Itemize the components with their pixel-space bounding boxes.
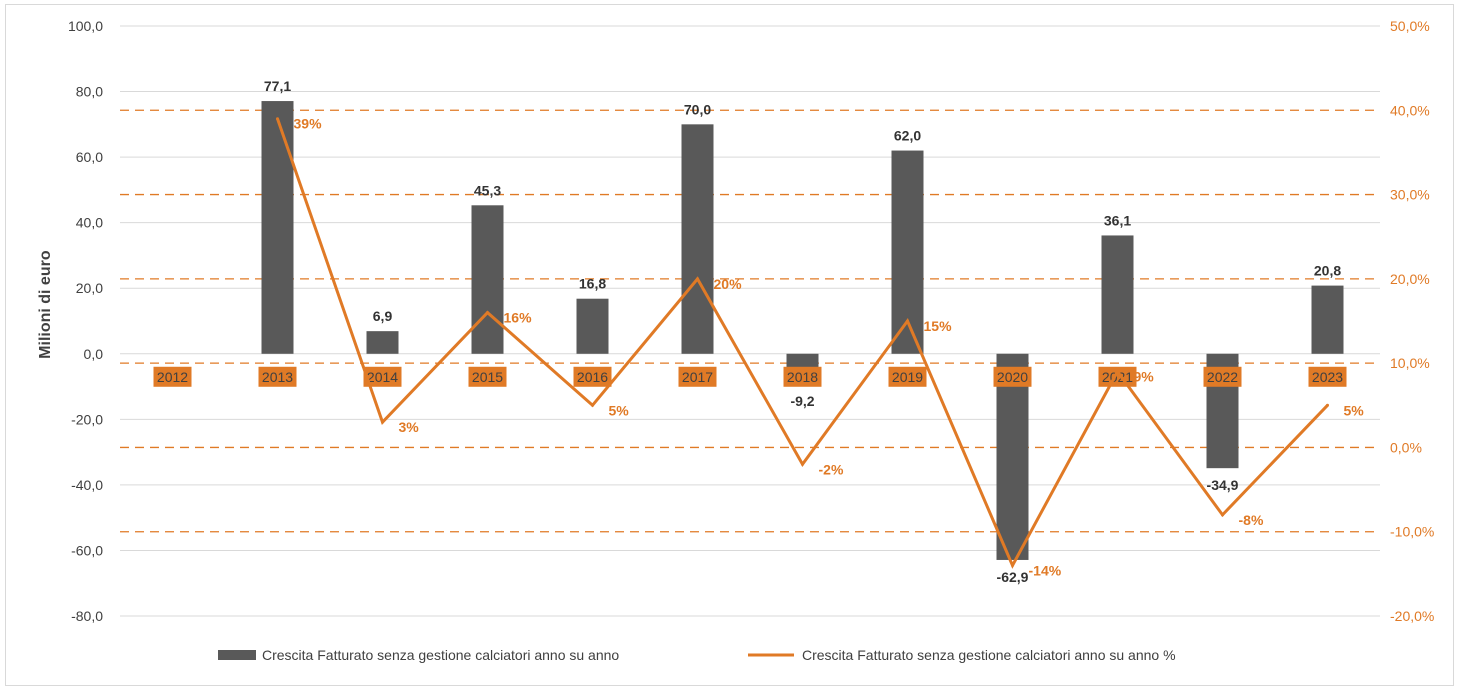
line-data-label: 5% <box>1344 402 1365 418</box>
y-tick-label: 20,0 <box>76 280 103 296</box>
line-point-2021 <box>1116 370 1119 374</box>
y-tick-label: -20,0 <box>71 411 103 427</box>
line-data-label: 3% <box>399 419 420 435</box>
y-tick-label: -60,0 <box>71 542 103 558</box>
y2-tick-label: 0,0% <box>1390 439 1422 455</box>
bar-data-label: 20,8 <box>1314 263 1341 279</box>
line-data-label: 15% <box>924 318 953 334</box>
y-tick-label: -40,0 <box>71 477 103 493</box>
bar-data-label: 16,8 <box>579 276 606 292</box>
bar-data-label: -9,2 <box>790 393 814 409</box>
line-point-2015 <box>486 311 489 315</box>
category-label-box <box>993 366 1032 387</box>
x-tick-label: 2012 <box>157 369 188 385</box>
y2-tick-label: 50,0% <box>1390 18 1430 34</box>
bar-2013 <box>261 101 294 354</box>
chart-frame <box>5 4 1454 686</box>
line-data-label: 16% <box>504 310 533 326</box>
line-data-label: 39% <box>294 116 323 132</box>
x-tick-label: 2014 <box>367 369 398 385</box>
line-point-2019 <box>906 319 909 323</box>
y2-tick-label: -10,0% <box>1390 524 1434 540</box>
bar-2015 <box>471 205 504 354</box>
line-point-2022 <box>1221 513 1224 517</box>
y2-tick-label: -20,0% <box>1390 608 1434 624</box>
line-point-2020 <box>1011 563 1014 567</box>
category-label-box <box>783 366 822 387</box>
legend-label-line: Crescita Fatturato senza gestione calcia… <box>802 647 1176 663</box>
line-data-label: -2% <box>819 461 844 477</box>
category-label-box <box>1098 366 1137 387</box>
bar-2020 <box>996 353 1029 560</box>
x-tick-label: 2019 <box>892 369 923 385</box>
line-point-2018 <box>801 462 804 466</box>
line-point-2017 <box>696 277 699 281</box>
line-data-label: 20% <box>714 276 743 292</box>
bar-data-label: 45,3 <box>474 182 501 198</box>
line-point-2013 <box>276 117 279 121</box>
category-label-box <box>468 366 507 387</box>
line-point-2023 <box>1326 403 1329 407</box>
category-label-box <box>678 366 717 387</box>
x-tick-label: 2020 <box>997 369 1028 385</box>
x-tick-label: 2022 <box>1207 369 1238 385</box>
legend-label-bar: Crescita Fatturato senza gestione calcia… <box>262 647 619 663</box>
bar-2021 <box>1101 235 1134 354</box>
x-tick-label: 2018 <box>787 369 818 385</box>
bar-data-label: 36,1 <box>1104 212 1131 228</box>
legend-swatch-bar <box>218 650 256 660</box>
x-tick-label: 2016 <box>577 369 608 385</box>
bar-2014 <box>366 331 399 354</box>
y-tick-label: 80,0 <box>76 84 103 100</box>
y-axis-title: Milioni di euro <box>37 250 54 359</box>
y-tick-label: 100,0 <box>68 18 103 34</box>
y2-tick-label: 40,0% <box>1390 102 1430 118</box>
y-tick-label: 40,0 <box>76 215 103 231</box>
y2-tick-label: 30,0% <box>1390 187 1430 203</box>
category-label-box <box>573 366 612 387</box>
category-label-box <box>258 366 297 387</box>
category-label-box <box>1203 366 1242 387</box>
bar-data-label: -34,9 <box>1207 477 1239 493</box>
line-point-2016 <box>591 403 594 407</box>
x-tick-label: 2017 <box>682 369 713 385</box>
category-label-box <box>363 366 402 387</box>
bar-data-label: 6,9 <box>373 308 393 324</box>
bar-data-label: 70,0 <box>684 101 711 117</box>
category-label-box <box>888 366 927 387</box>
bar-2023 <box>1311 285 1344 354</box>
bar-2017 <box>681 124 714 354</box>
bar-2016 <box>576 298 609 354</box>
y-tick-label: -80,0 <box>71 608 103 624</box>
line-data-label: 9% <box>1134 369 1155 385</box>
x-tick-label: 2023 <box>1312 369 1343 385</box>
line-data-label: 5% <box>609 402 630 418</box>
line-data-label: -8% <box>1239 512 1264 528</box>
x-tick-label: 2015 <box>472 369 503 385</box>
category-label-box <box>1308 366 1347 387</box>
y2-tick-label: 10,0% <box>1390 355 1430 371</box>
line-series <box>276 118 1329 569</box>
bar-data-label: -62,9 <box>997 569 1029 585</box>
line-point-2014 <box>381 420 384 424</box>
category-label-box <box>153 366 192 387</box>
bar-data-label: 62,0 <box>894 128 921 144</box>
y-tick-label: 60,0 <box>76 149 103 165</box>
y2-tick-label: 20,0% <box>1390 271 1430 287</box>
bar-data-label: 77,1 <box>264 78 291 94</box>
x-tick-label: 2013 <box>262 369 293 385</box>
y-tick-label: 0,0 <box>84 346 104 362</box>
line-data-label: -14% <box>1029 562 1062 578</box>
